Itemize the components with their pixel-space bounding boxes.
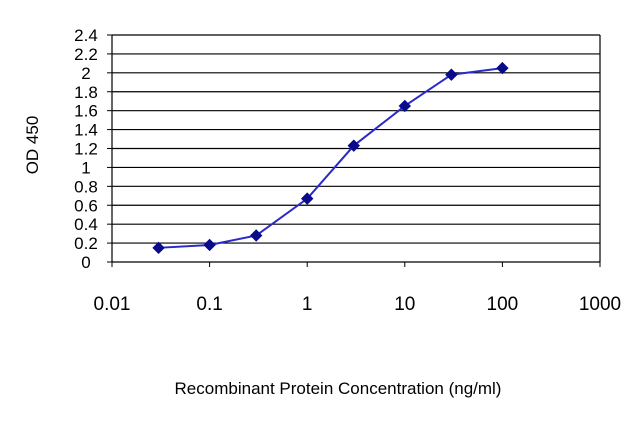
data-point — [398, 99, 412, 113]
y-tick-label: 0.4 — [74, 215, 98, 234]
data-point — [347, 139, 360, 152]
x-tick-label: 10 — [394, 294, 415, 315]
x-axis-title: Recombinant Protein Concentration (ng/ml… — [175, 379, 502, 398]
series-line — [158, 67, 503, 249]
y-tick-label: 2.4 — [74, 26, 98, 45]
y-tick-label: 2 — [81, 64, 90, 83]
x-tick-label: 1000 — [579, 294, 621, 315]
data-point — [300, 192, 314, 205]
y-tick-label: 0 — [81, 253, 90, 272]
x-tick-label: 0.01 — [94, 294, 131, 315]
y-tick-label: 1.4 — [74, 121, 98, 140]
grid-lines — [112, 34, 600, 244]
y-tick-label: 1.2 — [74, 140, 98, 159]
series-group — [152, 61, 509, 255]
y-tick-label: 0.6 — [74, 196, 98, 215]
y-tick-labels: 00.20.40.60.811.21.41.61.822.22.4 — [74, 26, 98, 272]
axes — [107, 34, 601, 267]
x-tick-label: 1 — [302, 294, 313, 315]
y-axis-title: OD 450 — [23, 116, 42, 175]
y-tick-label: 0.2 — [74, 234, 98, 253]
x-tick-label: 100 — [487, 294, 519, 315]
data-point — [249, 229, 263, 242]
data-point — [152, 241, 165, 255]
data-point — [445, 68, 458, 81]
x-tick-label: 0.1 — [196, 294, 222, 315]
data-point — [203, 238, 216, 252]
y-tick-label: 1.8 — [74, 83, 98, 102]
data-point — [496, 61, 509, 75]
y-tick-label: 2.2 — [74, 45, 98, 64]
y-tick-label: 0.8 — [74, 177, 98, 196]
y-tick-label: 1.6 — [74, 102, 98, 121]
y-tick-label: 1 — [81, 158, 90, 177]
x-tick-labels: 0.01 0.1 1 10 100 1000 — [94, 294, 622, 315]
